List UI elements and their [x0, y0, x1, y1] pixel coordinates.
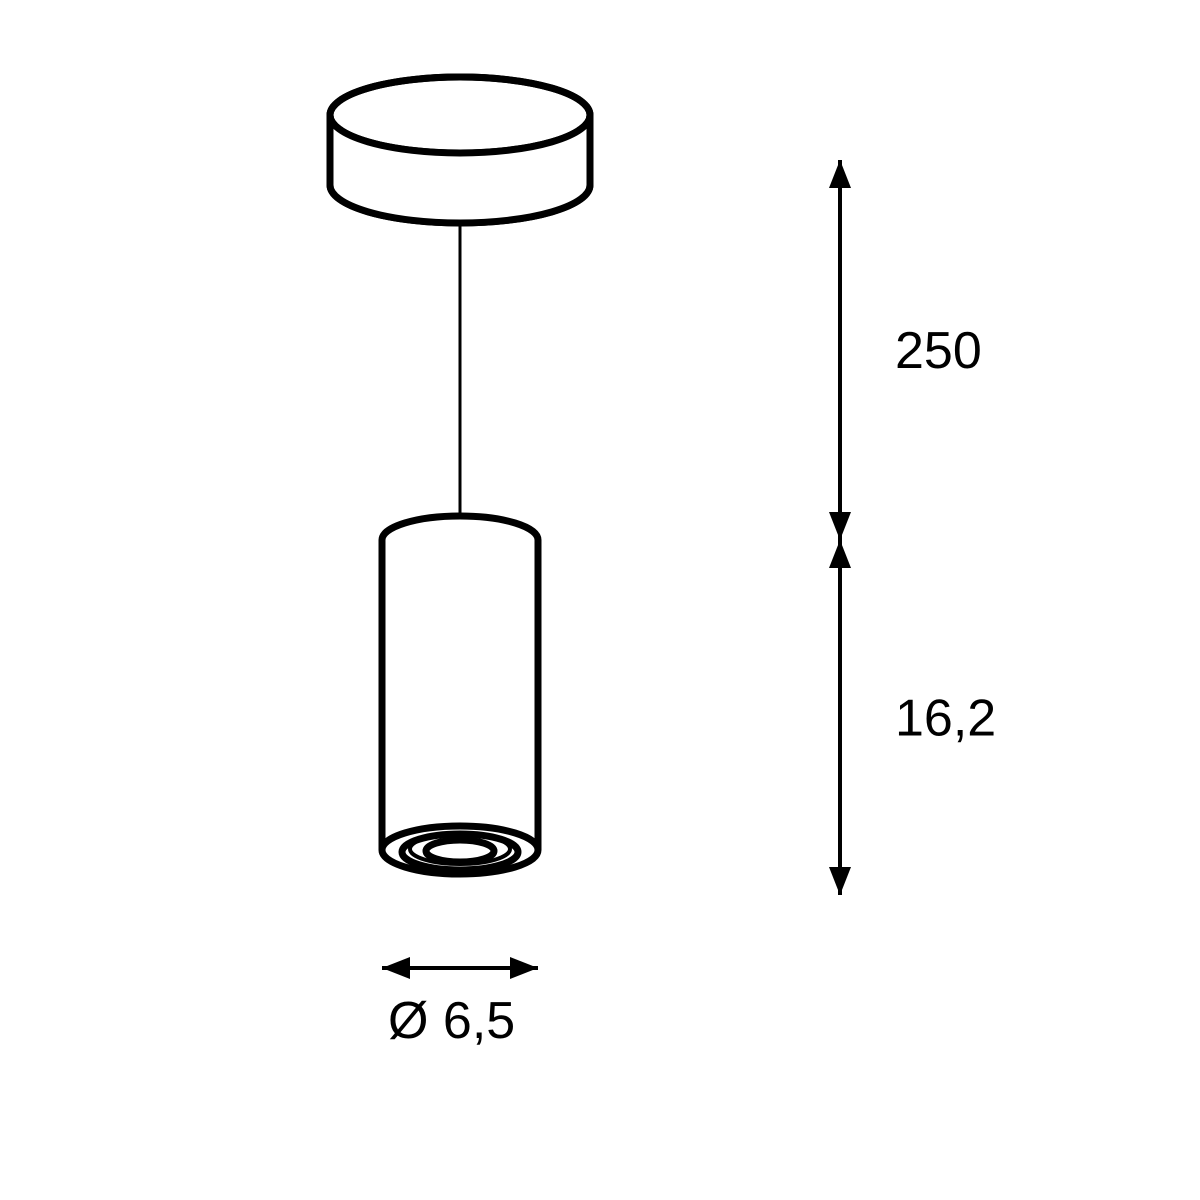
dimension-diameter: Ø 6,5	[388, 992, 515, 1050]
pendant-light-diagram: 250 16,2 Ø 6,5	[0, 0, 1200, 1200]
dimension-cable-length: 250	[895, 322, 982, 380]
dimension-body-height: 16,2	[895, 690, 996, 748]
